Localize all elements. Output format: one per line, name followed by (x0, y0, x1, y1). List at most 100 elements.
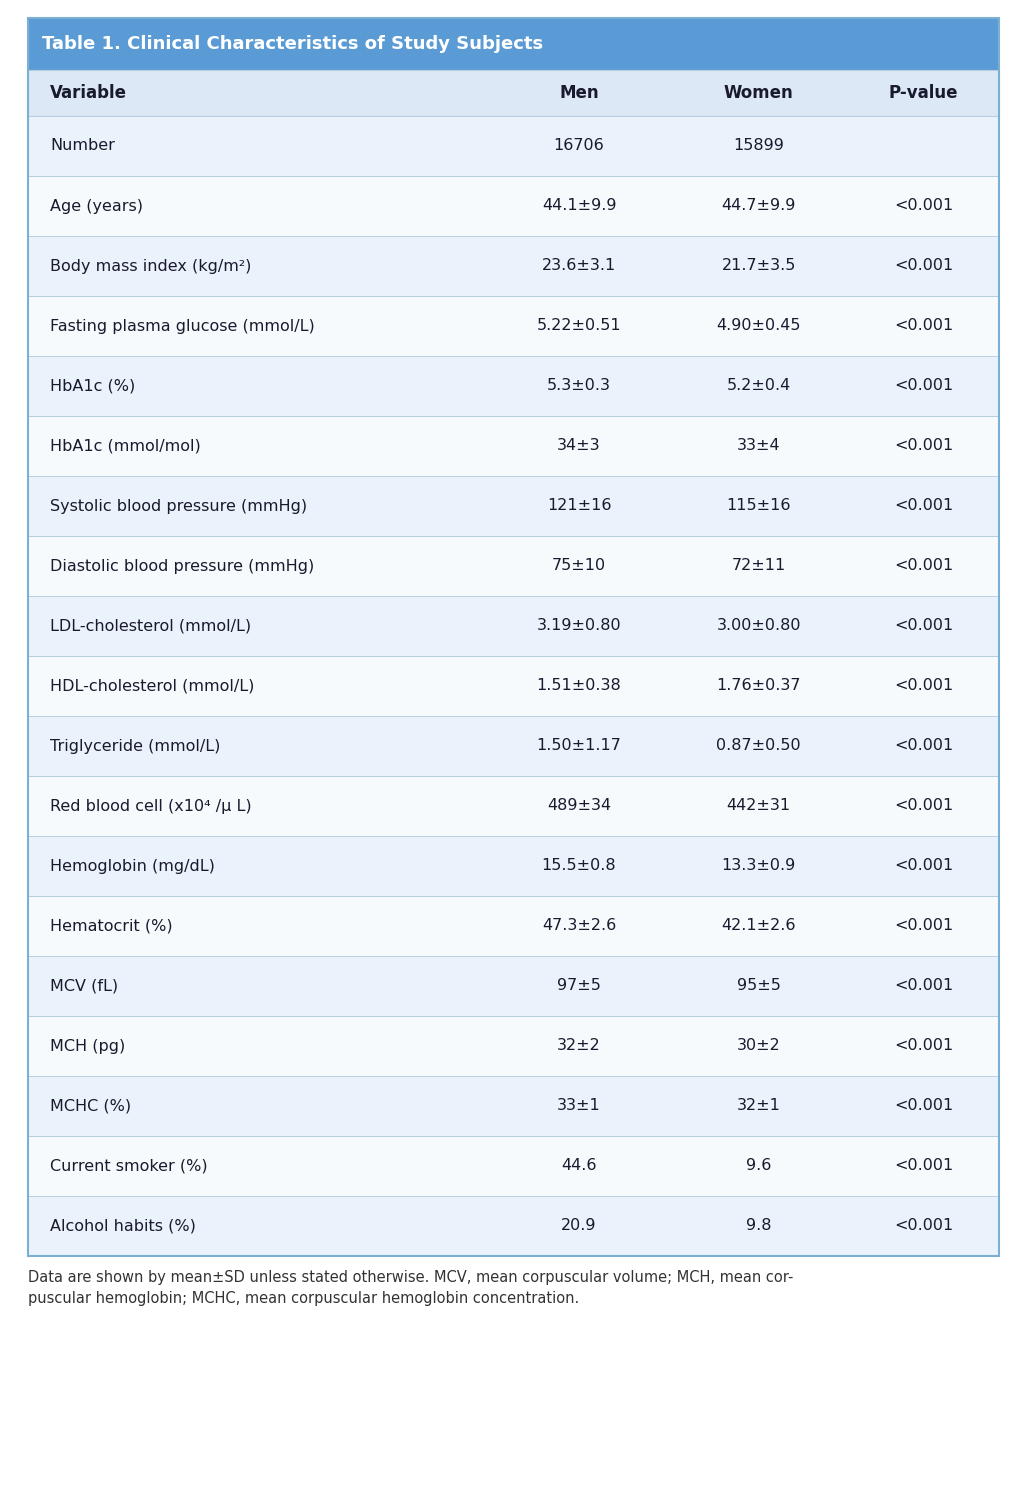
Text: 9.6: 9.6 (746, 1158, 771, 1173)
Text: 23.6±3.1: 23.6±3.1 (542, 258, 616, 273)
Text: <0.001: <0.001 (895, 1158, 953, 1173)
Text: 3.00±0.80: 3.00±0.80 (717, 618, 801, 633)
Bar (28, 956, 999, 1016)
Bar (28, 356, 999, 416)
Bar (28, 236, 999, 296)
Text: Age (years): Age (years) (50, 198, 143, 213)
Bar (28, 896, 999, 956)
Text: <0.001: <0.001 (895, 1038, 953, 1053)
Text: 33±1: 33±1 (558, 1098, 601, 1113)
Text: 44.1±9.9: 44.1±9.9 (542, 198, 616, 213)
Bar (28, 836, 999, 896)
Text: HbA1c (%): HbA1c (%) (50, 378, 136, 393)
Text: 13.3±0.9: 13.3±0.9 (722, 858, 796, 873)
Text: Triglyceride (mmol/L): Triglyceride (mmol/L) (50, 738, 221, 753)
Text: P-value: P-value (889, 84, 958, 102)
Text: <0.001: <0.001 (895, 498, 953, 513)
Text: 21.7±3.5: 21.7±3.5 (722, 258, 796, 273)
Bar (28, 18, 999, 70)
Text: <0.001: <0.001 (895, 918, 953, 933)
Bar (28, 1136, 999, 1196)
Text: 115±16: 115±16 (726, 498, 791, 513)
Text: 33±4: 33±4 (736, 438, 781, 453)
Text: 97±5: 97±5 (557, 978, 601, 993)
Text: LDL-cholesterol (mmol/L): LDL-cholesterol (mmol/L) (50, 618, 252, 633)
Bar (28, 1016, 999, 1076)
Text: <0.001: <0.001 (895, 318, 953, 333)
Text: 5.3±0.3: 5.3±0.3 (547, 378, 611, 393)
Text: 121±16: 121±16 (546, 498, 611, 513)
Text: 95±5: 95±5 (736, 978, 781, 993)
Text: 1.50±1.17: 1.50±1.17 (536, 738, 621, 753)
Text: 47.3±2.6: 47.3±2.6 (542, 918, 616, 933)
Text: Body mass index (kg/m²): Body mass index (kg/m²) (50, 258, 252, 273)
Text: HbA1c (mmol/mol): HbA1c (mmol/mol) (50, 438, 200, 453)
Bar (28, 656, 999, 716)
Text: <0.001: <0.001 (895, 798, 953, 813)
Text: 75±10: 75±10 (551, 558, 606, 573)
Text: <0.001: <0.001 (895, 1218, 953, 1233)
Text: 442±31: 442±31 (727, 798, 791, 813)
Text: 44.7±9.9: 44.7±9.9 (722, 198, 796, 213)
Text: Women: Women (724, 84, 794, 102)
Text: Systolic blood pressure (mmHg): Systolic blood pressure (mmHg) (50, 498, 307, 513)
Text: 16706: 16706 (554, 138, 605, 153)
Text: Hematocrit (%): Hematocrit (%) (50, 918, 173, 933)
Bar (28, 70, 999, 116)
Text: 20.9: 20.9 (562, 1218, 597, 1233)
Text: Variable: Variable (50, 84, 127, 102)
Text: MCH (pg): MCH (pg) (50, 1038, 125, 1053)
Text: 5.22±0.51: 5.22±0.51 (537, 318, 621, 333)
Text: <0.001: <0.001 (895, 198, 953, 213)
Bar (28, 416, 999, 476)
Text: 1.51±0.38: 1.51±0.38 (537, 678, 621, 693)
Text: Table 1. Clinical Characteristics of Study Subjects: Table 1. Clinical Characteristics of Stu… (42, 34, 543, 53)
Text: Current smoker (%): Current smoker (%) (50, 1158, 207, 1173)
Text: Number: Number (50, 138, 115, 153)
Text: 15.5±0.8: 15.5±0.8 (541, 858, 616, 873)
Text: 0.87±0.50: 0.87±0.50 (717, 738, 801, 753)
Text: <0.001: <0.001 (895, 258, 953, 273)
Text: 3.19±0.80: 3.19±0.80 (537, 618, 621, 633)
Text: <0.001: <0.001 (895, 558, 953, 573)
Bar (28, 716, 999, 776)
Text: 30±2: 30±2 (736, 1038, 781, 1053)
Text: 9.8: 9.8 (746, 1218, 771, 1233)
Text: <0.001: <0.001 (895, 978, 953, 993)
Text: 44.6: 44.6 (562, 1158, 597, 1173)
Text: Alcohol habits (%): Alcohol habits (%) (50, 1218, 196, 1233)
Text: Hemoglobin (mg/dL): Hemoglobin (mg/dL) (50, 858, 215, 873)
Text: <0.001: <0.001 (895, 618, 953, 633)
Bar (28, 776, 999, 836)
Text: HDL-cholesterol (mmol/L): HDL-cholesterol (mmol/L) (50, 678, 255, 693)
Bar (28, 1196, 999, 1256)
Text: Diastolic blood pressure (mmHg): Diastolic blood pressure (mmHg) (50, 558, 314, 573)
Bar (28, 596, 999, 656)
Bar (28, 536, 999, 596)
Text: 4.90±0.45: 4.90±0.45 (717, 318, 801, 333)
Bar (28, 116, 999, 176)
Text: 1.76±0.37: 1.76±0.37 (717, 678, 801, 693)
Text: <0.001: <0.001 (895, 438, 953, 453)
Bar (28, 1076, 999, 1136)
Text: Red blood cell (x10⁴ /μ L): Red blood cell (x10⁴ /μ L) (50, 798, 252, 813)
Text: 489±34: 489±34 (547, 798, 611, 813)
Text: Fasting plasma glucose (mmol/L): Fasting plasma glucose (mmol/L) (50, 318, 314, 333)
Text: 72±11: 72±11 (731, 558, 786, 573)
Bar (28, 18, 999, 1256)
Bar (28, 296, 999, 356)
Text: Men: Men (560, 84, 599, 102)
Text: 42.1±2.6: 42.1±2.6 (721, 918, 796, 933)
Bar (28, 476, 999, 536)
Text: 32±2: 32±2 (558, 1038, 601, 1053)
Text: <0.001: <0.001 (895, 858, 953, 873)
Text: MCV (fL): MCV (fL) (50, 978, 118, 993)
Text: <0.001: <0.001 (895, 738, 953, 753)
Text: <0.001: <0.001 (895, 1098, 953, 1113)
Text: MCHC (%): MCHC (%) (50, 1098, 131, 1113)
Text: 34±3: 34±3 (558, 438, 601, 453)
Text: 32±1: 32±1 (736, 1098, 781, 1113)
Text: Data are shown by mean±SD unless stated otherwise. MCV, mean corpuscular volume;: Data are shown by mean±SD unless stated … (28, 1270, 794, 1306)
Bar (28, 176, 999, 236)
Text: 5.2±0.4: 5.2±0.4 (726, 378, 791, 393)
